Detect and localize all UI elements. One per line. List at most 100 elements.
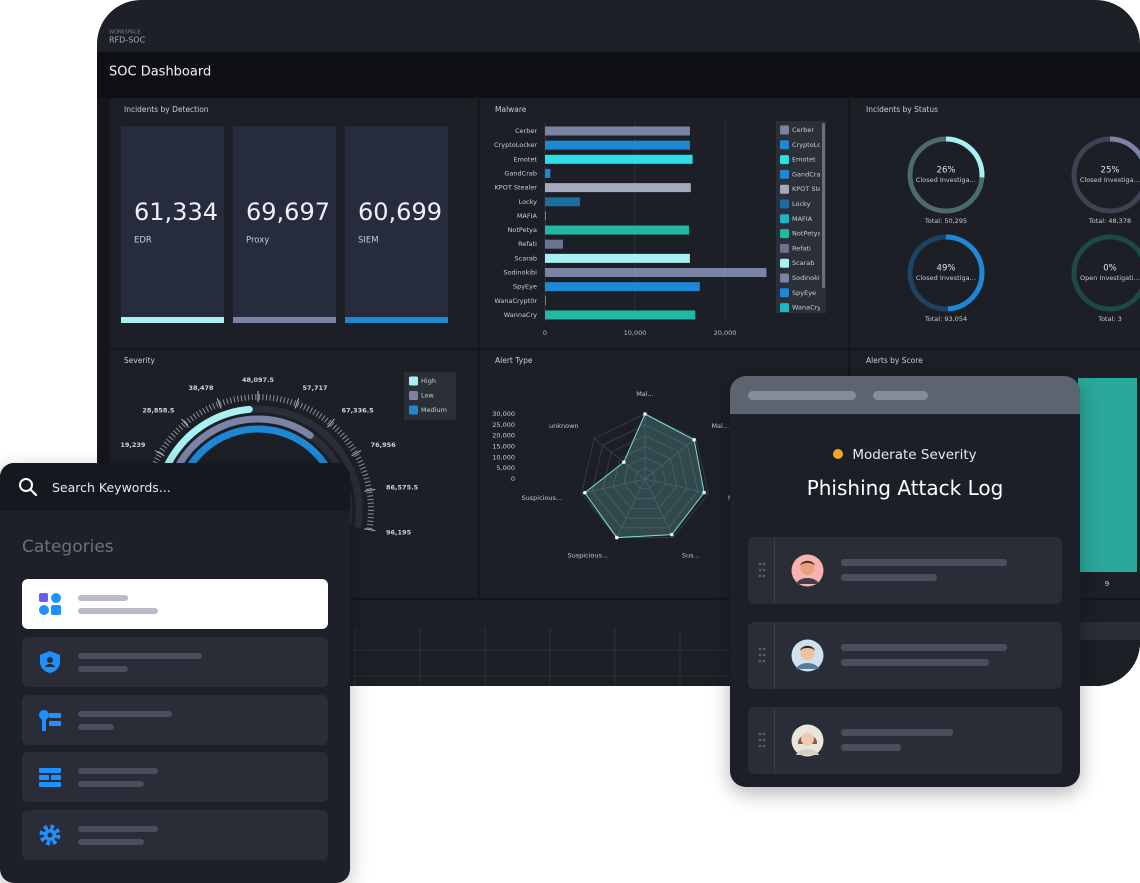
- y-tick-label: WannaCry: [504, 311, 537, 319]
- card-header: [730, 376, 1080, 414]
- detection-card: [345, 126, 448, 323]
- legend-swatch: [780, 214, 789, 224]
- spoke: [581, 478, 646, 494]
- category-icon: [40, 651, 60, 673]
- legend-swatch: [780, 184, 789, 194]
- y-tick-label: 20,000: [492, 432, 515, 440]
- avatar: [791, 724, 824, 757]
- spoke: [644, 478, 674, 538]
- grid-ring: [634, 467, 656, 490]
- donut-value: 0%: [1103, 264, 1117, 274]
- y-tick-label: GandCrab: [504, 169, 537, 177]
- radar-point: [614, 535, 619, 540]
- search-placeholder: Search Keywords...: [52, 479, 171, 495]
- tick-label: 48,097.5: [242, 376, 275, 384]
- category-item[interactable]: [22, 637, 328, 687]
- card-accent: [345, 317, 448, 323]
- bar: [545, 168, 551, 178]
- search-bar[interactable]: Search Keywords...: [0, 463, 350, 511]
- legend-swatch: [409, 405, 418, 415]
- legend-label: Medium: [421, 406, 447, 414]
- panel-title: Alert Type: [495, 356, 533, 365]
- tick-label: 38,478: [188, 384, 214, 392]
- x-tick-label: 9: [1105, 580, 1109, 588]
- tick-label: 96,195: [386, 529, 412, 537]
- radar-point: [692, 438, 696, 442]
- legend-label: KPOT Stealer: [792, 185, 835, 193]
- y-tick-label: Cerber: [515, 127, 537, 135]
- tick-label: 19,239: [120, 441, 146, 449]
- title-bar: [97, 52, 1140, 98]
- card-label: Proxy: [246, 236, 269, 246]
- bar: [545, 197, 581, 207]
- radar-point: [643, 412, 647, 416]
- legend-label: Scarab: [792, 259, 814, 267]
- category-item[interactable]: [22, 752, 328, 802]
- donut-value: 49%: [937, 264, 956, 274]
- tick-mark: [351, 450, 362, 457]
- log-item[interactable]: [748, 707, 1062, 774]
- grid-ring: [591, 424, 699, 529]
- search-icon: [19, 478, 38, 497]
- tick-label: 76,956: [371, 441, 397, 449]
- bar: [545, 296, 546, 306]
- card-title: Phishing Attack Log: [806, 476, 1004, 500]
- donut-total: Total: 3: [1097, 315, 1122, 323]
- legend-label: Emotet: [792, 156, 816, 164]
- card-accent: [233, 317, 336, 323]
- legend-label: NotPetya: [792, 230, 821, 238]
- bar: [545, 183, 691, 193]
- legend-label: SpyEye: [792, 289, 816, 297]
- donut-arc: [907, 234, 985, 312]
- severity-badge: Moderate Severity: [730, 447, 1080, 463]
- bar: [545, 140, 690, 150]
- tick-mark: [294, 398, 300, 409]
- legend-label: CryptoLocker: [792, 141, 835, 149]
- legend-items: Cerber CryptoLocker Emotet GandCrab KPOT Ste…: [780, 125, 835, 313]
- avatar: [791, 554, 824, 587]
- y-tick-label: Scarab: [515, 254, 537, 262]
- dashboard-title: SOC Dashboard: [109, 65, 211, 80]
- grid-ring: [612, 446, 678, 509]
- axis-label: Sus...: [682, 552, 700, 560]
- legend-label: High: [421, 377, 436, 385]
- category-item[interactable]: [22, 579, 328, 629]
- search-panel: Search Keywords... Categories: [0, 463, 350, 883]
- legend-label: Cerber: [792, 126, 814, 134]
- score-bar: [1078, 378, 1137, 572]
- bar: [545, 211, 546, 221]
- table-strip: [1078, 622, 1140, 640]
- bar: [545, 253, 690, 263]
- x-tick-label: 0: [543, 329, 547, 337]
- category-icon: [39, 824, 61, 846]
- legend-swatch: [780, 169, 789, 179]
- avatar: [791, 639, 824, 672]
- tick-label: 28,858.5: [142, 406, 175, 414]
- grid-ring: [602, 435, 688, 519]
- radar-area: [584, 413, 705, 539]
- radar-point: [622, 460, 626, 464]
- bar: [545, 154, 693, 164]
- legend-swatch: [780, 199, 789, 209]
- y-tick-label: 30,000: [492, 410, 515, 418]
- axis-label: Suspicious...: [522, 494, 563, 502]
- spoke: [644, 478, 709, 494]
- severity-text: Moderate Severity: [852, 447, 977, 463]
- detection-card: [121, 126, 224, 323]
- radar-point: [702, 490, 706, 495]
- grid-ring: [623, 456, 667, 499]
- panel-title: Incidents by Status: [866, 105, 938, 114]
- tick-mark: [327, 418, 335, 428]
- legend-label: Refati: [792, 244, 811, 252]
- category-item[interactable]: [22, 810, 328, 860]
- y-tick-label: 5,000: [496, 464, 515, 472]
- tick-mark: [181, 418, 189, 428]
- y-tick-label: SpyEye: [513, 283, 537, 291]
- panel-title: Alerts by Score: [866, 356, 923, 365]
- log-item[interactable]: [748, 537, 1062, 604]
- y-tick-label: KPOT Stealer: [495, 184, 538, 192]
- tick-mark: [364, 488, 376, 492]
- category-item[interactable]: [22, 695, 328, 745]
- grid-ring: [581, 413, 709, 538]
- log-item[interactable]: [748, 622, 1062, 689]
